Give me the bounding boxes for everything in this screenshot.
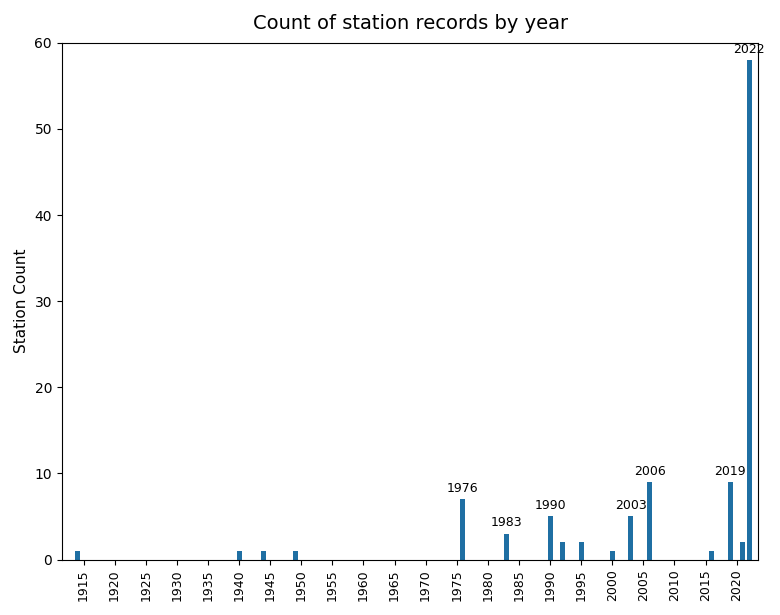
Bar bbox=[728, 482, 733, 560]
Bar bbox=[75, 551, 80, 560]
Bar bbox=[610, 551, 615, 560]
Bar bbox=[292, 551, 297, 560]
Bar bbox=[504, 534, 509, 560]
Bar bbox=[647, 482, 652, 560]
Text: 2003: 2003 bbox=[615, 499, 647, 512]
Bar bbox=[746, 60, 752, 560]
Y-axis label: Station Count: Station Count bbox=[14, 249, 29, 354]
Bar bbox=[548, 517, 552, 560]
Bar bbox=[709, 551, 714, 560]
Bar bbox=[560, 542, 565, 560]
Bar bbox=[236, 551, 242, 560]
Title: Count of station records by year: Count of station records by year bbox=[253, 14, 568, 33]
Text: 2022: 2022 bbox=[733, 42, 765, 56]
Text: 2019: 2019 bbox=[714, 465, 746, 478]
Text: 1976: 1976 bbox=[447, 482, 479, 495]
Bar bbox=[740, 542, 746, 560]
Text: 2006: 2006 bbox=[633, 465, 665, 478]
Bar bbox=[579, 542, 583, 560]
Text: 1990: 1990 bbox=[534, 499, 566, 512]
Bar bbox=[629, 517, 633, 560]
Bar bbox=[261, 551, 267, 560]
Text: 1983: 1983 bbox=[491, 517, 523, 530]
Bar bbox=[460, 499, 466, 560]
